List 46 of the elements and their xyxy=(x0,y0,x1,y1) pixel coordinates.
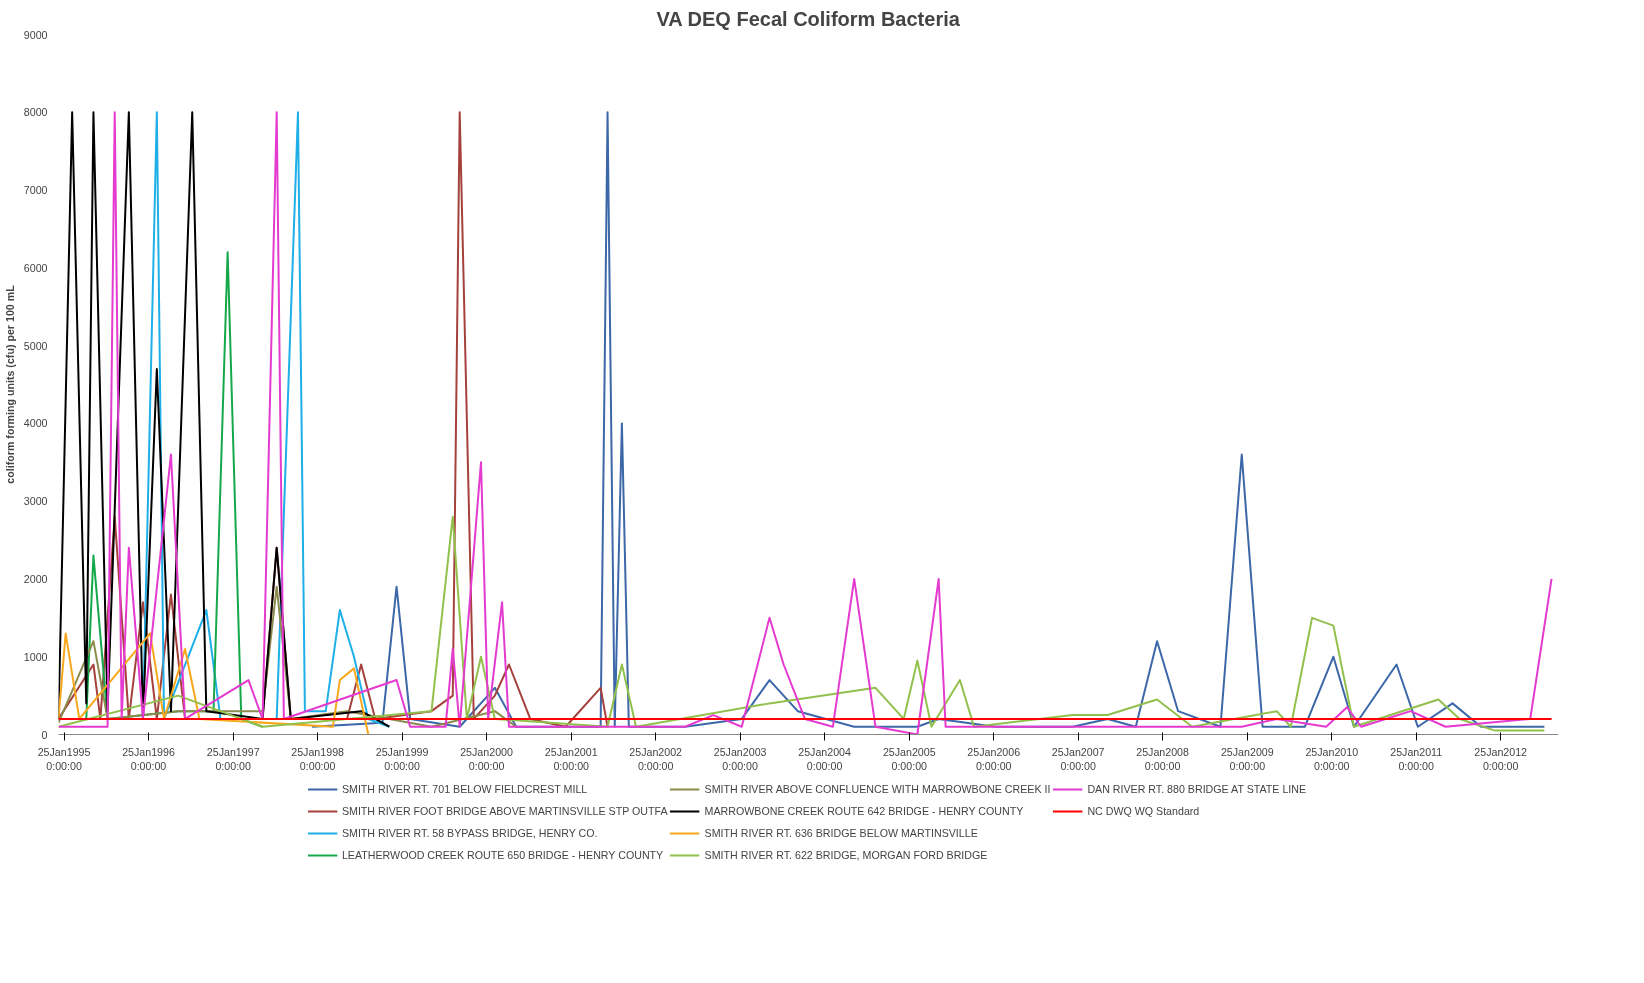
x-tick-label: 25Jan2009 0:00:00 xyxy=(1220,745,1274,772)
y-tick-label: 5000 xyxy=(23,339,48,352)
legend-label: SMITH RIVER RT. 636 BRIDGE BELOW MARTINSVILLE xyxy=(704,826,978,839)
y-tick-label: 3000 xyxy=(23,495,48,508)
x-tick-label: 25Jan1997 0:00:00 xyxy=(206,745,260,772)
x-tick-label: 25Jan2007 0:00:00 xyxy=(1051,745,1105,772)
legend-label: LEATHERWOOD CREEK ROUTE 650 BRIDGE - HENRY COUNTY xyxy=(341,848,664,861)
y-tick-label: 0 xyxy=(41,728,48,741)
x-tick-label: 25Jan2000 0:00:00 xyxy=(460,745,513,772)
legend-label: DAN RIVER RT. 880 BRIDGE AT STATE LINE xyxy=(1087,782,1307,795)
x-tick-label: 25Jan2012 0:00:00 xyxy=(1474,745,1528,772)
line-series xyxy=(58,632,370,735)
line-series xyxy=(58,515,1546,732)
legend-label: SMITH RIVER ABOVE CONFLUENCE WITH MARROWBONE CREEK II xyxy=(704,782,1051,795)
legend-label: NC DWQ WQ Standard xyxy=(1087,804,1200,817)
y-tick-label: 6000 xyxy=(23,261,48,274)
y-tick-label: 1000 xyxy=(23,650,48,663)
legend-label: SMITH RIVER RT. 701 BELOW FIELDCREST MILL xyxy=(341,782,588,795)
y-tick-label: 9000 xyxy=(23,28,48,41)
x-tick-label: 25Jan2010 0:00:00 xyxy=(1305,745,1359,772)
legend-label: SMITH RIVER RT. 622 BRIDGE, MORGAN FORD BRIDGE xyxy=(704,848,988,861)
x-tick-label: 25Jan1999 0:00:00 xyxy=(375,745,429,772)
legend-label: SMITH RIVER FOOT BRIDGE ABOVE MARTINSVILLE STP OUTFA xyxy=(341,804,668,817)
x-tick-label: 25Jan2002 0:00:00 xyxy=(629,745,683,772)
x-tick-label: 25Jan2001 0:00:00 xyxy=(544,745,598,772)
line-series xyxy=(58,111,1553,735)
x-tick-label: 25Jan2008 0:00:00 xyxy=(1136,745,1190,772)
x-tick-label: 25Jan1996 0:00:00 xyxy=(122,745,175,772)
legend-label: SMITH RIVER RT. 58 BYPASS BRIDGE, HENRY CO. xyxy=(341,826,598,839)
line-series xyxy=(58,585,518,728)
y-tick-label: 8000 xyxy=(23,106,48,119)
x-tick-label: 25Jan2011 0:00:00 xyxy=(1390,745,1443,772)
x-tick-label: 25Jan2003 0:00:00 xyxy=(713,745,767,772)
y-axis-title: coliform forming units (cfu) per 100 mL xyxy=(3,284,16,484)
x-tick-label: 25Jan1998 0:00:00 xyxy=(291,745,345,772)
line-series xyxy=(58,111,391,728)
y-tick-label: 2000 xyxy=(23,572,48,585)
x-tick-label: 25Jan2005 0:00:00 xyxy=(882,745,936,772)
chart-title: VA DEQ Fecal Coliform Bacteria xyxy=(656,7,961,30)
line-series xyxy=(311,111,1546,728)
legend-label: MARROWBONE CREEK ROUTE 642 BRIDGE - HENRY COUNTY xyxy=(704,804,1024,817)
x-tick-label: 25Jan2004 0:00:00 xyxy=(798,745,852,772)
x-tick-label: 25Jan1995 0:00:00 xyxy=(37,745,91,772)
y-tick-label: 4000 xyxy=(23,417,48,430)
x-tick-label: 25Jan2006 0:00:00 xyxy=(967,745,1021,772)
y-tick-label: 7000 xyxy=(23,184,48,197)
